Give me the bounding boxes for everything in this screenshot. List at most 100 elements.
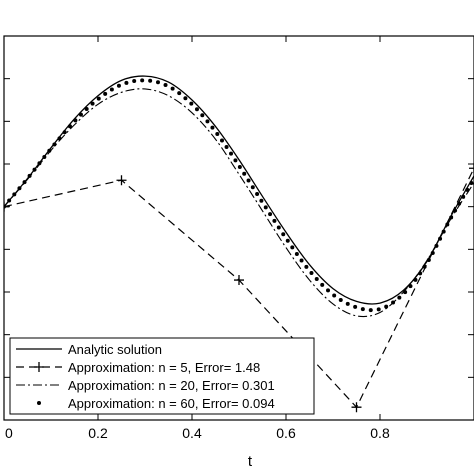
series-1	[4, 75, 474, 305]
dot-marker	[338, 298, 343, 303]
dot-marker	[449, 215, 454, 220]
dot-marker	[408, 284, 413, 289]
dot-marker	[469, 180, 474, 185]
series-layer	[4, 75, 474, 413]
dot-marker	[250, 185, 255, 190]
dot-marker	[360, 307, 365, 312]
dot-marker	[4, 204, 6, 209]
dot-marker	[78, 112, 83, 117]
dot-marker	[210, 125, 215, 130]
x-tick-label: 0	[5, 425, 13, 441]
series-line-analytic	[4, 75, 474, 305]
legend-item-4: Approximation: n = 60, Error= 0.094	[37, 396, 275, 411]
dot-marker	[229, 151, 234, 156]
dot-marker	[426, 257, 431, 262]
dot-marker	[268, 212, 273, 217]
dot-marker	[237, 165, 242, 169]
x-tick-label: 0.6	[276, 425, 296, 441]
dot-marker	[140, 78, 145, 83]
dot-marker	[233, 158, 238, 163]
dot-marker	[7, 198, 12, 203]
x-tick-label: 0.4	[182, 425, 202, 441]
legend-item-1: Analytic solution	[16, 342, 162, 357]
dot-marker	[259, 198, 264, 203]
dot-marker	[263, 205, 268, 210]
plus-marker	[4, 201, 9, 212]
dot-marker	[52, 142, 57, 147]
dot-marker	[12, 192, 17, 197]
dot-marker	[183, 96, 188, 101]
dot-marker	[246, 178, 251, 183]
dot-marker	[170, 86, 175, 91]
dot-marker	[438, 236, 443, 241]
dot-marker	[255, 191, 260, 196]
plus-marker	[351, 402, 362, 413]
plot-border	[3, 35, 474, 421]
dot-marker	[457, 201, 462, 206]
legend: Analytic solution Approximation: n = 5, E…	[9, 337, 315, 415]
dot-marker	[163, 82, 168, 87]
dot-marker	[430, 250, 435, 255]
dot-marker	[453, 208, 458, 213]
dot-marker	[224, 145, 229, 150]
dot-marker	[220, 138, 224, 143]
dot-marker	[124, 80, 129, 85]
dot-marker	[461, 194, 466, 199]
dot-marker	[353, 304, 358, 309]
x-axis-label: t	[248, 453, 253, 470]
dot-marker	[47, 148, 52, 153]
dot-marker	[17, 186, 22, 191]
dot-marker	[132, 79, 137, 84]
dot-marker	[294, 251, 299, 256]
dot-marker	[177, 91, 182, 96]
dot-marker	[27, 173, 32, 178]
dot-marker	[309, 271, 314, 276]
legend-label: Approximation: n = 5, Error= 1.48	[68, 360, 260, 375]
dot-marker	[67, 124, 72, 129]
dot-marker	[418, 271, 423, 276]
axis-ticks: 0 0.2 0.4 0.6 0.8	[3, 36, 474, 441]
dot-marker	[376, 307, 381, 312]
dot-marker	[299, 258, 304, 263]
dot-marker	[96, 96, 101, 101]
dot-marker	[290, 245, 295, 250]
dot-marker	[441, 229, 446, 234]
plus-marker	[116, 175, 127, 186]
dot-marker	[32, 167, 37, 172]
dot-marker	[368, 308, 373, 313]
dot-marker	[200, 113, 205, 118]
dot-marker	[391, 300, 396, 305]
plus-marker	[469, 163, 474, 174]
dot-marker	[189, 101, 194, 106]
axes-frame	[3, 35, 474, 421]
dot-marker	[445, 222, 450, 227]
dot-marker	[285, 238, 290, 243]
dot-marker	[281, 232, 286, 237]
dot-marker	[205, 119, 210, 124]
legend-dot-marker	[37, 401, 41, 405]
legend-label: Approximation: n = 60, Error= 0.094	[68, 396, 275, 411]
dot-marker	[194, 107, 199, 112]
legend-label: Approximation: n = 20, Error= 0.301	[68, 378, 275, 393]
dot-marker	[465, 187, 470, 192]
dot-marker	[434, 243, 439, 248]
dot-marker	[62, 130, 67, 135]
dot-marker	[22, 180, 27, 185]
legend-box	[9, 337, 315, 415]
dot-marker	[90, 101, 95, 106]
dot-marker	[84, 107, 89, 112]
series-2	[4, 163, 474, 413]
dot-marker	[103, 91, 108, 96]
series-4	[4, 78, 474, 313]
dot-marker	[320, 282, 325, 287]
dot-marker	[314, 277, 319, 282]
dot-marker	[116, 83, 121, 88]
dot-marker	[272, 218, 277, 223]
dot-marker	[73, 118, 78, 123]
x-tick-label: 0.2	[88, 425, 108, 441]
plus-marker	[234, 275, 244, 286]
dot-marker	[304, 264, 309, 269]
dot-marker	[57, 136, 62, 141]
legend-item-2: Approximation: n = 5, Error= 1.48	[16, 360, 260, 375]
